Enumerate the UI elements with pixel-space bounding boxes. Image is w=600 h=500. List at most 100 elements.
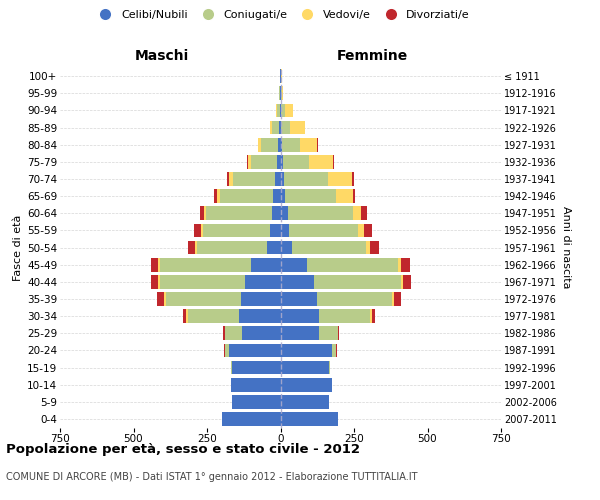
- Bar: [281, 258, 307, 272]
- Bar: [214, 189, 217, 203]
- Bar: [203, 224, 270, 237]
- Bar: [281, 172, 284, 186]
- Bar: [195, 240, 197, 254]
- Bar: [272, 206, 281, 220]
- Bar: [370, 309, 371, 323]
- Bar: [188, 309, 239, 323]
- Legend: Celibi/Nubili, Coniugati/e, Vedovi/e, Divorziati/e: Celibi/Nubili, Coniugati/e, Vedovi/e, Di…: [90, 6, 474, 25]
- Bar: [394, 292, 401, 306]
- Bar: [353, 206, 361, 220]
- Bar: [217, 189, 220, 203]
- Bar: [279, 120, 281, 134]
- Bar: [403, 275, 412, 288]
- Bar: [310, 155, 333, 168]
- Bar: [232, 395, 281, 408]
- Bar: [280, 104, 281, 117]
- Bar: [284, 172, 328, 186]
- Bar: [319, 326, 338, 340]
- Bar: [201, 224, 203, 237]
- Bar: [223, 326, 224, 340]
- Text: COMUNE DI ARCORE (MB) - Dati ISTAT 1° gennaio 2012 - Elaborazione TUTTITALIA.IT: COMUNE DI ARCORE (MB) - Dati ISTAT 1° ge…: [6, 472, 418, 482]
- Bar: [353, 189, 355, 203]
- Bar: [277, 155, 281, 168]
- Bar: [282, 138, 299, 151]
- Bar: [224, 344, 229, 357]
- Bar: [188, 240, 195, 254]
- Bar: [292, 240, 366, 254]
- Bar: [248, 155, 251, 168]
- Bar: [366, 240, 370, 254]
- Bar: [197, 240, 267, 254]
- Bar: [278, 138, 281, 151]
- Bar: [392, 292, 394, 306]
- Bar: [230, 378, 281, 392]
- Bar: [227, 172, 229, 186]
- Bar: [267, 240, 281, 254]
- Bar: [157, 292, 164, 306]
- Bar: [286, 104, 293, 117]
- Bar: [184, 309, 187, 323]
- Bar: [229, 172, 233, 186]
- Bar: [233, 172, 275, 186]
- Bar: [206, 206, 272, 220]
- Bar: [281, 104, 286, 117]
- Bar: [371, 309, 374, 323]
- Bar: [281, 275, 314, 288]
- Bar: [358, 224, 364, 237]
- Bar: [364, 224, 371, 237]
- Bar: [164, 292, 166, 306]
- Bar: [222, 412, 281, 426]
- Bar: [281, 86, 283, 100]
- Bar: [275, 172, 281, 186]
- Bar: [194, 224, 201, 237]
- Bar: [281, 206, 288, 220]
- Bar: [329, 360, 331, 374]
- Bar: [200, 206, 204, 220]
- Bar: [272, 120, 279, 134]
- Bar: [401, 275, 403, 288]
- Bar: [160, 258, 251, 272]
- Bar: [151, 258, 158, 272]
- Bar: [281, 378, 332, 392]
- Bar: [281, 344, 332, 357]
- Bar: [262, 138, 278, 151]
- Bar: [242, 326, 281, 340]
- Bar: [251, 258, 281, 272]
- Bar: [281, 189, 285, 203]
- Bar: [281, 326, 319, 340]
- Bar: [333, 155, 334, 168]
- Bar: [288, 206, 353, 220]
- Bar: [160, 275, 245, 288]
- Bar: [332, 344, 337, 357]
- Bar: [158, 258, 160, 272]
- Bar: [270, 224, 281, 237]
- Bar: [204, 206, 206, 220]
- Bar: [281, 240, 292, 254]
- Bar: [314, 275, 401, 288]
- Bar: [277, 104, 280, 117]
- Bar: [398, 258, 401, 272]
- Text: Maschi: Maschi: [135, 48, 189, 62]
- Y-axis label: Anni di nascita: Anni di nascita: [561, 206, 571, 289]
- Bar: [281, 155, 283, 168]
- Bar: [259, 138, 262, 151]
- Bar: [270, 120, 272, 134]
- Bar: [307, 258, 398, 272]
- Bar: [285, 189, 337, 203]
- Bar: [281, 412, 338, 426]
- Bar: [273, 189, 281, 203]
- Bar: [328, 172, 352, 186]
- Bar: [245, 275, 281, 288]
- Bar: [361, 206, 367, 220]
- Bar: [299, 138, 317, 151]
- Bar: [319, 309, 370, 323]
- Bar: [290, 120, 305, 134]
- Bar: [338, 326, 340, 340]
- Bar: [401, 258, 410, 272]
- Bar: [230, 360, 232, 374]
- Text: Popolazione per età, sesso e stato civile - 2012: Popolazione per età, sesso e stato civil…: [6, 442, 360, 456]
- Bar: [337, 189, 353, 203]
- Bar: [352, 172, 354, 186]
- Bar: [166, 292, 241, 306]
- Bar: [281, 292, 317, 306]
